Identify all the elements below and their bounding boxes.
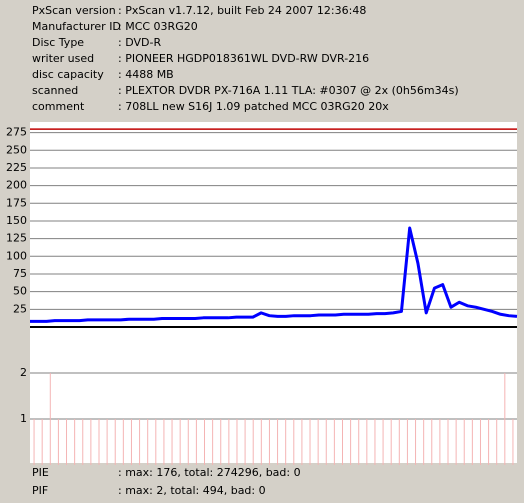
y-tick-label: 200: [6, 179, 27, 192]
footer-label: PIE: [32, 466, 49, 479]
info-label: PxScan version: [32, 4, 116, 17]
y-tick-label: 150: [6, 214, 27, 227]
plot-area: [30, 122, 517, 463]
y-tick-label: 250: [6, 143, 27, 156]
info-label: Disc Type: [32, 36, 84, 49]
pie-line: [30, 226, 518, 323]
y-tick-label: 125: [6, 232, 27, 245]
y-tick-label: 75: [13, 267, 27, 280]
info-value: : PLEXTOR DVDR PX-716A 1.11 TLA: #0307 @…: [118, 84, 459, 97]
footer-value: : max: 176, total: 274296, bad: 0: [118, 466, 301, 479]
y-tick-label: 175: [6, 196, 27, 209]
y-tick-label: 50: [13, 285, 27, 298]
info-value: : PIONEER HGDP018361WL DVD-RW DVR-216: [118, 52, 369, 65]
info-label: scanned: [32, 84, 78, 97]
footer-label: PIF: [32, 484, 48, 497]
y-tick-label: 2: [20, 366, 27, 379]
y-tick-label: 275: [6, 126, 27, 139]
info-value: : 708LL new S16J 1.09 patched MCC 03RG20…: [118, 100, 389, 113]
info-label: writer used: [32, 52, 94, 65]
info-value: : PxScan v1.7.12, built Feb 24 2007 12:3…: [118, 4, 366, 17]
footer-value: : max: 2, total: 494, bad: 0: [118, 484, 266, 497]
y-tick-label: 1: [20, 412, 27, 425]
info-value: : 4488 MB: [118, 68, 174, 81]
info-label: Manufacturer ID: [32, 20, 121, 33]
y-tick-label: 100: [6, 249, 27, 262]
info-label: disc capacity: [32, 68, 104, 81]
info-label: comment: [32, 100, 85, 113]
info-value: : DVD-R: [118, 36, 161, 49]
info-value: : MCC 03RG20: [118, 20, 198, 33]
y-tick-label: 25: [13, 302, 27, 315]
y-tick-label: 225: [6, 161, 27, 174]
